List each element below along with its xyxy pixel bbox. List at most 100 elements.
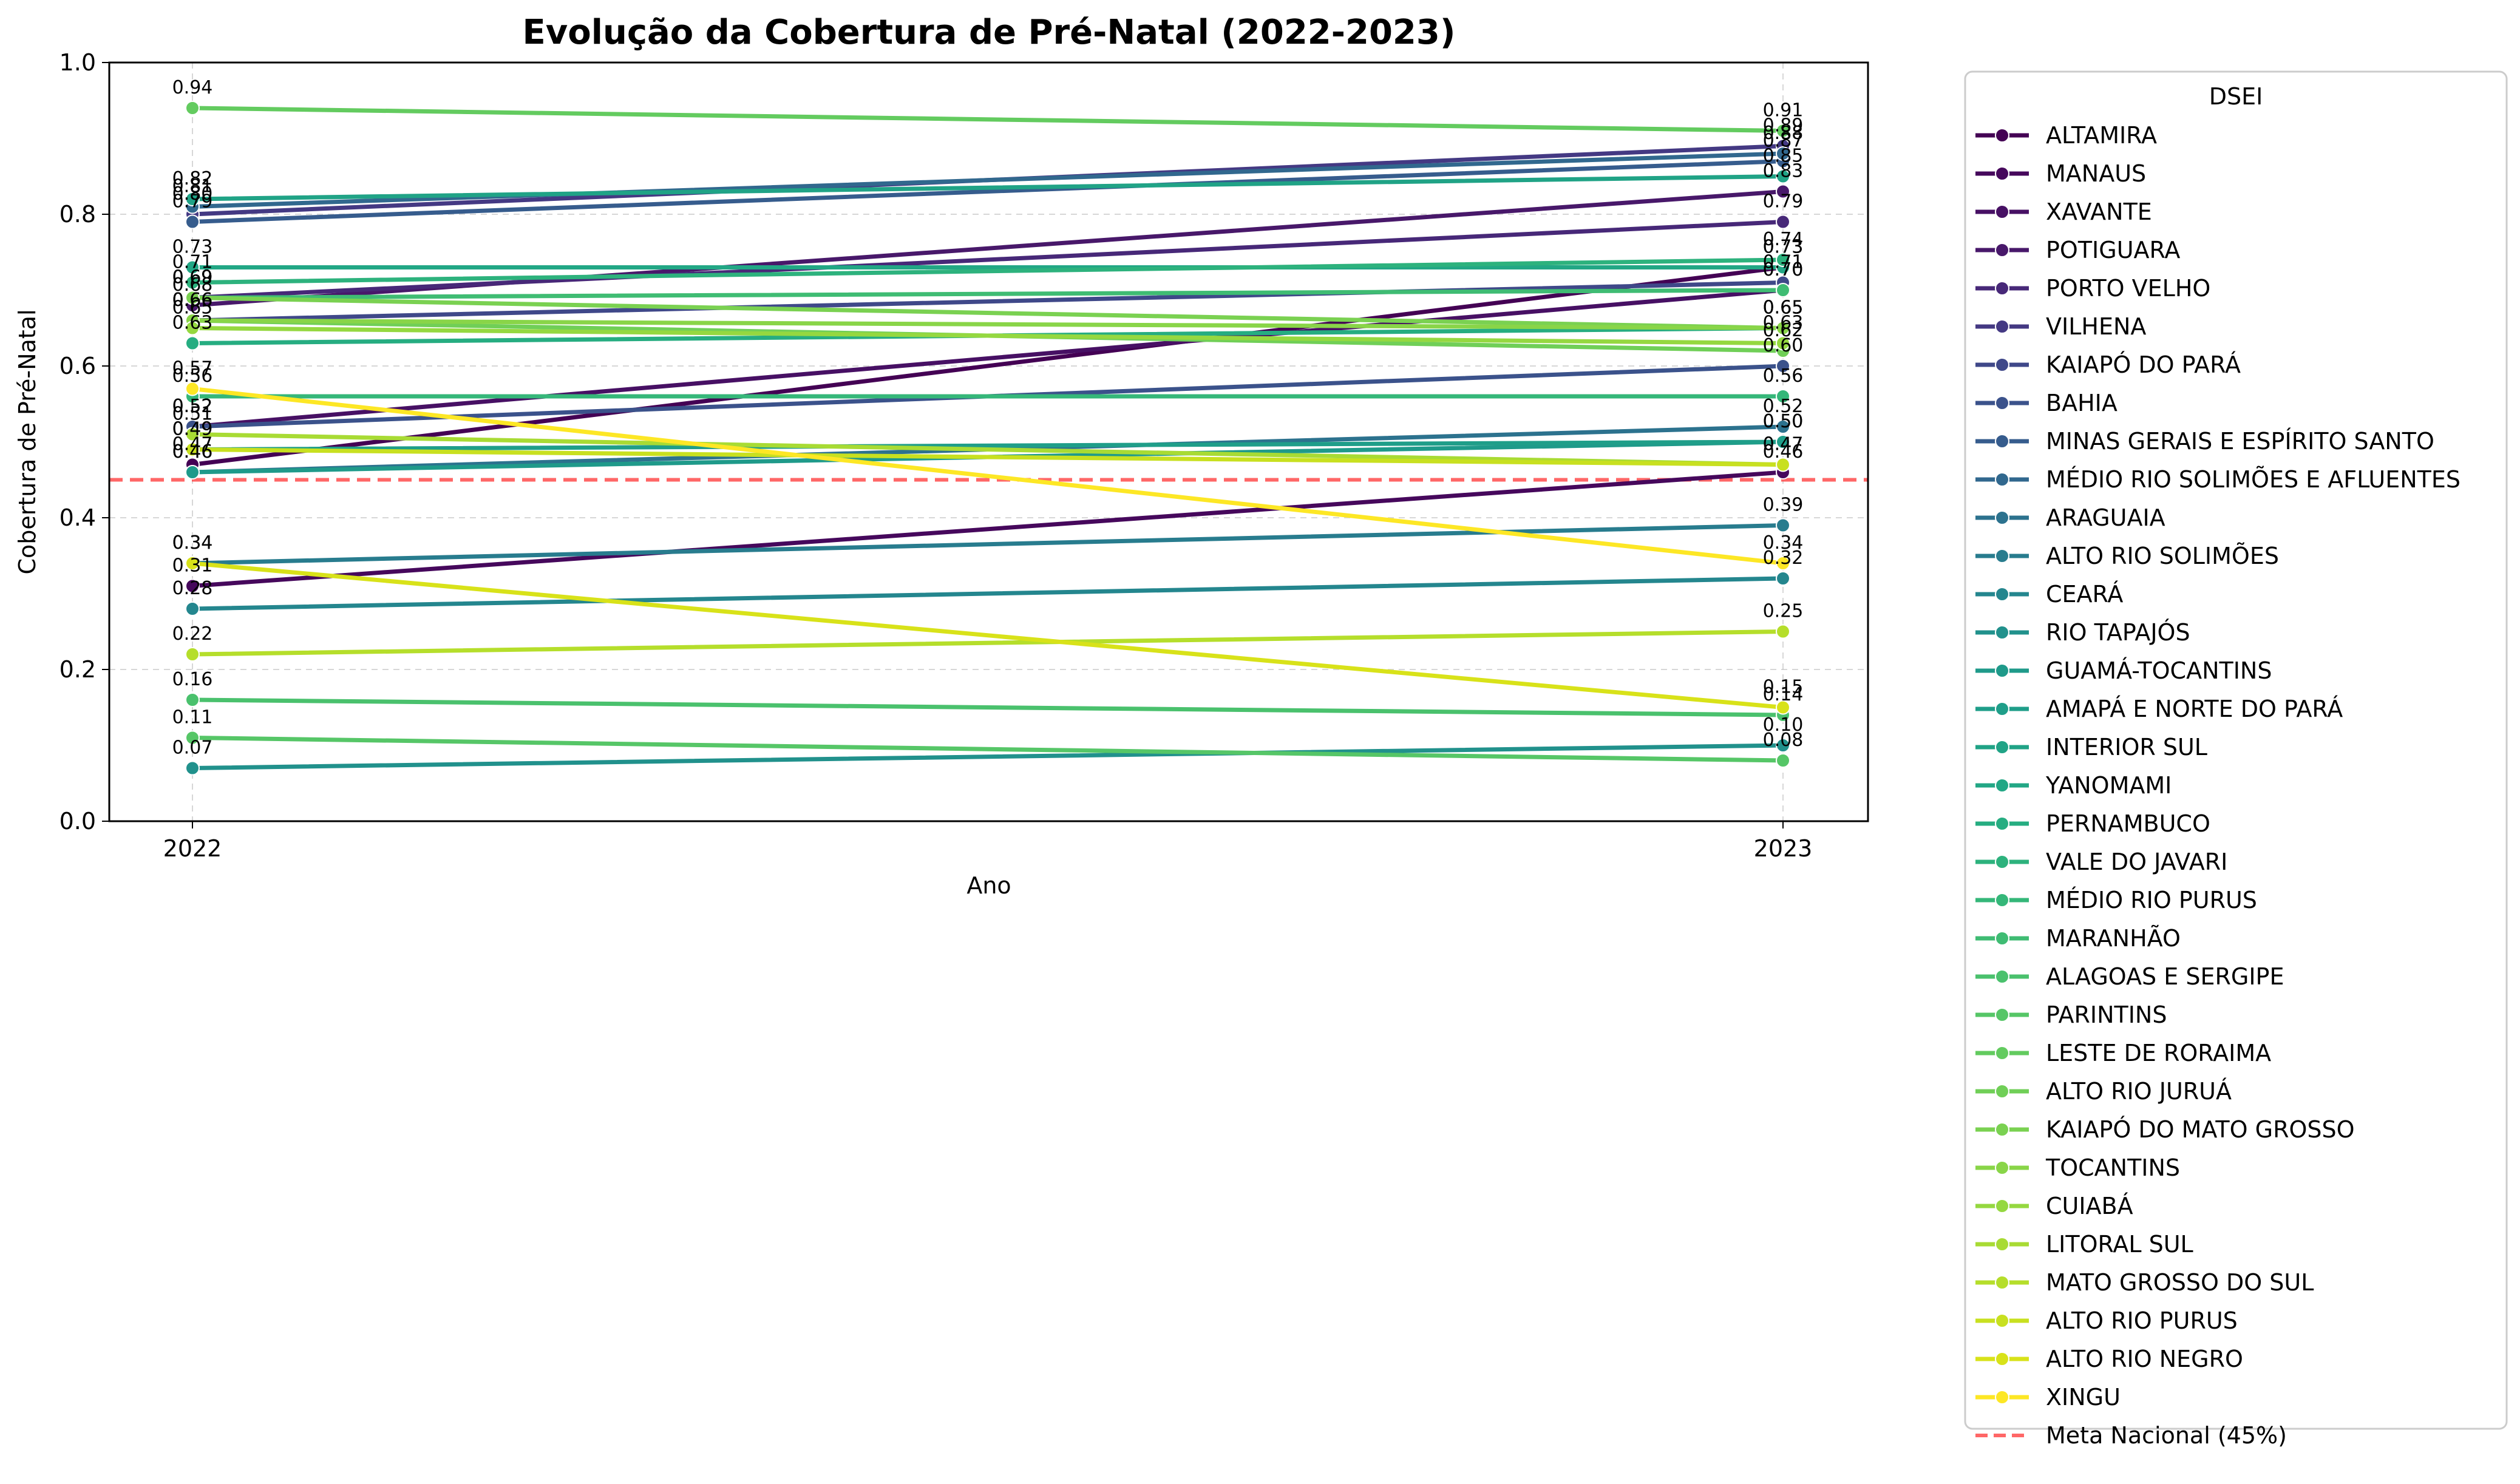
- data-label: 0.07: [172, 737, 213, 759]
- legend-marker: [1995, 1122, 2009, 1137]
- legend-item: BAHIA: [1975, 390, 2118, 416]
- legend-label: PORTO VELHO: [2046, 275, 2210, 302]
- series-line: [190, 326, 1785, 345]
- series-16: [185, 169, 1790, 206]
- legend-marker: [1995, 510, 2009, 525]
- legend-label: Meta Nacional (45%): [2046, 1422, 2287, 1449]
- legend-marker: [1995, 778, 2009, 793]
- y-tick-label: 0.6: [59, 353, 96, 379]
- legend-label: KAIAPÓ DO PARÁ: [2046, 351, 2241, 378]
- legend-marker: [1995, 319, 2009, 334]
- series-line: [190, 736, 1785, 763]
- legend-item: INTERIOR SUL: [1975, 734, 2207, 761]
- data-label: 0.25: [1763, 601, 1804, 622]
- data-point: [185, 260, 200, 275]
- legend-item: PARINTINS: [1975, 1001, 2167, 1028]
- legend-item: Meta Nacional (45%): [1975, 1422, 2287, 1449]
- x-tick-label: 2022: [163, 835, 222, 862]
- data-label: 0.73: [172, 237, 213, 258]
- data-point: [1776, 320, 1790, 336]
- data-label: 0.52: [1763, 396, 1804, 417]
- series-line: [190, 257, 1785, 285]
- data-label: 0.70: [1763, 259, 1804, 280]
- legend-item: CEARÁ: [1975, 581, 2123, 608]
- legend-label: CEARÁ: [2046, 581, 2123, 608]
- data-point: [185, 578, 200, 594]
- legend-label: ALTO RIO SOLIMÕES: [2046, 543, 2279, 569]
- chart-title: Evolução da Cobertura de Pré-Natal (2022…: [523, 13, 1456, 52]
- legend-label: ALTO RIO PURUS: [2046, 1307, 2238, 1334]
- data-point: [1776, 753, 1790, 768]
- data-label: 0.52: [172, 396, 213, 417]
- data-point: [1776, 336, 1790, 351]
- series-12: [185, 571, 1790, 616]
- legend-marker: [1995, 1199, 2009, 1213]
- legend-marker: [1995, 1160, 2009, 1175]
- legend-item: ALTAMIRA: [1975, 122, 2157, 149]
- series-line: [190, 561, 1785, 710]
- series-line: [190, 174, 1785, 202]
- series-line: [190, 288, 1785, 429]
- data-label: 0.11: [172, 707, 213, 728]
- legend-label: TOCANTINS: [2045, 1154, 2180, 1181]
- series-line: [190, 743, 1785, 770]
- data-label: 0.73: [1763, 237, 1804, 258]
- legend-item: MANAUS: [1975, 160, 2146, 187]
- data-label: 0.69: [172, 267, 213, 288]
- data-label: 0.65: [1763, 297, 1804, 319]
- legend-label: PARINTINS: [2046, 1001, 2167, 1028]
- data-label: 0.14: [1763, 684, 1804, 705]
- legend-marker: [1995, 740, 2009, 754]
- legend-marker: [1995, 1008, 2009, 1022]
- legend-marker: [1995, 434, 2009, 449]
- data-point: [1776, 252, 1790, 267]
- data-label: 0.79: [1763, 191, 1804, 212]
- series-33: [185, 381, 1790, 571]
- data-point: [1776, 457, 1790, 472]
- data-label: 0.46: [172, 441, 213, 462]
- legend-marker: [1995, 357, 2009, 372]
- series-line: [190, 432, 1785, 467]
- data-label: 0.10: [1763, 714, 1804, 736]
- legend-marker: [1995, 1046, 2009, 1060]
- legend-label: LESTE DE RORAIMA: [2046, 1040, 2271, 1066]
- data-label: 0.89: [1763, 115, 1804, 137]
- series-line: [190, 159, 1785, 224]
- series-line: [190, 439, 1785, 452]
- legend-item: ARAGUAIA: [1975, 504, 2165, 531]
- legend-marker: [1995, 893, 2009, 907]
- data-point: [185, 427, 200, 442]
- data-label: 0.65: [1763, 297, 1804, 319]
- data-point: [185, 601, 200, 616]
- data-point: [1776, 214, 1790, 229]
- legend-marker: [1995, 281, 2009, 296]
- series-30: [185, 624, 1790, 662]
- data-label: 0.66: [172, 290, 213, 311]
- series-19: [185, 252, 1790, 290]
- data-label: 0.51: [172, 404, 213, 425]
- data-label: 0.47: [172, 434, 213, 455]
- legend-item: MÉDIO RIO PURUS: [1975, 887, 2257, 913]
- legend-item: POTIGUARA: [1975, 237, 2180, 263]
- series-line: [190, 387, 1785, 566]
- data-label: 0.81: [172, 176, 213, 197]
- data-point: [185, 465, 200, 479]
- data-point: [1776, 359, 1790, 373]
- data-point: [185, 647, 200, 662]
- legend-label: AMAPÁ E NORTE DO PARÁ: [2046, 696, 2343, 722]
- series-28: [185, 320, 1790, 351]
- series-line: [190, 280, 1785, 323]
- legend-label: VILHENA: [2046, 313, 2146, 340]
- data-point: [185, 381, 200, 396]
- axes: 0.0 0.2 0.4 0.6 0.8 1.0 2022 2023: [59, 49, 1813, 862]
- data-point: [1776, 571, 1790, 586]
- legend-item: AMAPÁ E NORTE DO PARÁ: [1975, 696, 2343, 722]
- data-label: 0.85: [1763, 146, 1804, 167]
- y-tick-label: 0.8: [59, 201, 96, 228]
- series-line: [190, 318, 1785, 330]
- legend-label: MÉDIO RIO PURUS: [2046, 887, 2257, 913]
- legend-item: ALTO RIO SOLIMÕES: [1975, 543, 2279, 569]
- series-13: [185, 738, 1790, 776]
- data-label: 0.70: [1763, 259, 1804, 280]
